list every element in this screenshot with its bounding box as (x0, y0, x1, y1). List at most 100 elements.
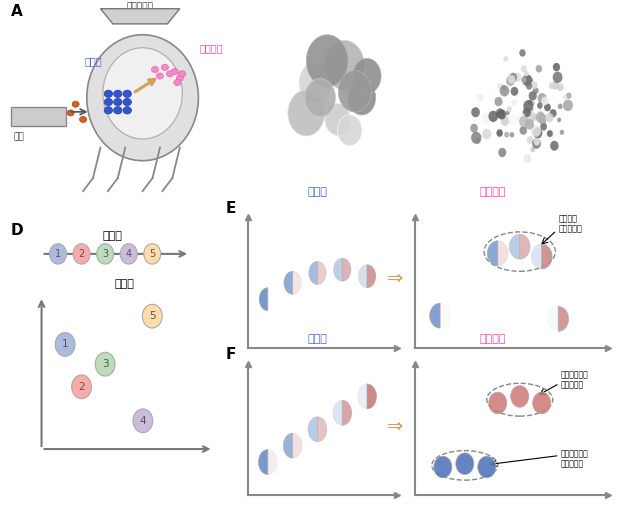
Circle shape (305, 79, 335, 117)
Circle shape (348, 80, 376, 115)
Text: E: E (226, 200, 236, 216)
Circle shape (498, 114, 502, 119)
Circle shape (520, 126, 527, 135)
Wedge shape (358, 384, 367, 409)
Circle shape (143, 304, 162, 328)
Wedge shape (293, 433, 302, 458)
Circle shape (530, 107, 534, 112)
Wedge shape (509, 234, 520, 259)
Circle shape (526, 82, 532, 90)
Circle shape (521, 110, 529, 119)
Circle shape (133, 409, 153, 433)
Circle shape (537, 103, 542, 109)
Circle shape (79, 116, 87, 123)
Circle shape (504, 132, 509, 138)
Ellipse shape (87, 35, 198, 161)
Circle shape (522, 74, 532, 86)
Text: 混合物の
クラスター: 混合物の クラスター (558, 214, 582, 233)
Circle shape (531, 81, 538, 89)
Wedge shape (542, 244, 552, 269)
Circle shape (536, 112, 546, 123)
Circle shape (497, 110, 506, 120)
Circle shape (508, 75, 515, 83)
Circle shape (525, 119, 534, 129)
Circle shape (521, 65, 527, 72)
Text: キノコ体: キノコ体 (479, 187, 505, 197)
Circle shape (123, 107, 131, 114)
Circle shape (547, 130, 553, 137)
Circle shape (538, 93, 547, 104)
Circle shape (552, 81, 559, 89)
Circle shape (566, 92, 572, 99)
Text: D: D (11, 223, 24, 238)
Wedge shape (308, 417, 317, 442)
Circle shape (288, 90, 325, 136)
Wedge shape (309, 262, 317, 284)
Circle shape (521, 76, 526, 83)
Circle shape (482, 129, 491, 139)
Circle shape (558, 104, 562, 109)
Wedge shape (283, 433, 293, 458)
Circle shape (174, 79, 181, 85)
Circle shape (557, 118, 561, 122)
Text: A: A (11, 5, 23, 19)
Circle shape (123, 98, 131, 106)
Text: キノコ体: キノコ体 (479, 334, 505, 344)
Circle shape (471, 107, 480, 117)
Text: 2: 2 (79, 249, 85, 259)
Text: 5: 5 (149, 311, 156, 321)
Circle shape (544, 104, 551, 111)
Text: 3: 3 (102, 249, 108, 259)
Circle shape (511, 386, 529, 407)
Circle shape (531, 113, 537, 121)
Circle shape (113, 107, 122, 114)
Circle shape (120, 244, 137, 264)
Circle shape (546, 130, 556, 140)
Circle shape (541, 96, 549, 105)
Circle shape (557, 83, 564, 91)
Polygon shape (100, 9, 180, 24)
Circle shape (552, 72, 562, 83)
Circle shape (563, 99, 573, 111)
Circle shape (553, 63, 560, 71)
Circle shape (533, 392, 551, 414)
Text: 1: 1 (55, 249, 61, 259)
Circle shape (533, 87, 539, 94)
Circle shape (104, 98, 113, 106)
Circle shape (113, 98, 122, 106)
Circle shape (516, 113, 525, 123)
Circle shape (495, 109, 504, 119)
Circle shape (531, 125, 541, 137)
Text: 1: 1 (62, 339, 68, 349)
Circle shape (549, 109, 557, 117)
Wedge shape (268, 449, 277, 475)
Circle shape (72, 375, 92, 399)
Circle shape (508, 114, 519, 126)
Circle shape (546, 118, 550, 122)
Circle shape (144, 244, 161, 264)
Text: 触角葉: 触角葉 (84, 56, 102, 66)
Wedge shape (547, 307, 558, 331)
Circle shape (50, 244, 66, 264)
Circle shape (497, 129, 503, 137)
Circle shape (523, 154, 531, 163)
Text: C: C (435, 9, 446, 24)
Circle shape (549, 82, 554, 89)
Circle shape (471, 132, 482, 144)
Circle shape (494, 97, 503, 107)
Circle shape (519, 116, 528, 127)
Circle shape (511, 87, 518, 96)
Wedge shape (531, 244, 542, 269)
Bar (11, 108, 66, 126)
Circle shape (532, 138, 541, 149)
Text: ⇒: ⇒ (388, 269, 404, 288)
Wedge shape (317, 417, 327, 442)
Circle shape (523, 108, 531, 117)
Wedge shape (259, 449, 268, 475)
Circle shape (512, 99, 517, 106)
Wedge shape (498, 241, 508, 266)
Circle shape (507, 106, 512, 112)
Circle shape (526, 136, 533, 144)
Circle shape (506, 76, 515, 86)
Circle shape (151, 67, 159, 73)
